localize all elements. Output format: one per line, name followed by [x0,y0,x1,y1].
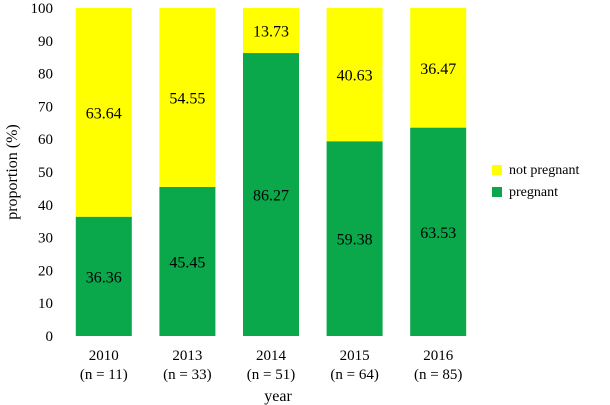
x-tick-label-sample-size: (n = 85) [414,367,462,383]
data-label-pregnant-2016: 63.53 [420,225,456,242]
y-tick-label: 0 [46,329,54,345]
data-label-not-pregnant-2016: 36.47 [420,61,456,78]
legend-label-pregnant: pregnant [509,185,558,200]
x-tick-label-sample-size: (n = 33) [163,367,211,383]
y-tick-label: 50 [38,165,53,181]
y-axis-label: proportion (%) [4,124,21,220]
plot-area: 36.36 63.64 45.45 54.55 86.27 13.73 59.38 40.63… [75,7,467,337]
legend: not pregnant pregnant [492,163,579,200]
bar-segment-pregnant-2016 [410,127,467,336]
x-axis-label: year [264,388,292,405]
x-tick-label-year: 2014 [256,348,287,364]
x-tick-label-year: 2010 [89,348,119,364]
data-label-not-pregnant-2013: 54.55 [169,90,205,107]
y-tick-label: 70 [38,99,53,115]
bar-segment-not-pregnant-2014 [243,8,299,54]
bar-segment-not-pregnant-2015 [326,7,383,142]
bar-segment-pregnant-2010 [75,216,132,336]
y-tick-label: 40 [38,198,53,214]
y-tick-label: 60 [38,132,53,148]
data-label-pregnant-2015: 59.38 [337,232,373,249]
legend-swatch-pregnant [492,187,502,197]
bar-segment-not-pregnant-2016 [410,8,467,128]
bar-segment-pregnant-2013 [159,186,216,336]
bar-segment-not-pregnant-2013 [159,8,216,187]
data-label-pregnant-2013: 45.45 [169,254,205,271]
data-label-not-pregnant-2010: 63.64 [86,105,122,122]
x-tick-label-sample-size: (n = 64) [330,367,378,383]
legend-label-not-pregnant: not pregnant [509,163,579,178]
y-tick-label: 30 [38,231,53,247]
x-tick-label-year: 2016 [423,348,454,364]
legend-swatch-not-pregnant [492,165,502,175]
x-axis: 2010 (n = 11) 2013 (n = 33) 2014 (n = 51) 2015… [80,348,463,383]
x-tick-label-sample-size: (n = 11) [80,367,128,383]
y-axis: 0 10 20 30 40 50 60 70 80 90 100 [31,1,54,345]
y-tick-label: 80 [38,67,53,83]
data-label-pregnant-2014: 86.27 [253,188,289,205]
y-tick-label: 90 [38,34,53,50]
bar-segment-pregnant-2015 [326,141,383,336]
x-tick-label-year: 2015 [340,348,370,364]
data-label-pregnant-2010: 36.36 [86,269,122,286]
x-tick-label-sample-size: (n = 51) [247,367,295,383]
x-tick-label-year: 2013 [172,348,202,364]
y-tick-label: 100 [31,1,54,17]
data-label-not-pregnant-2014: 13.73 [253,24,289,41]
y-tick-label: 20 [38,263,53,279]
bar-segment-not-pregnant-2010 [75,8,132,217]
data-label-not-pregnant-2015: 40.63 [337,68,373,85]
y-tick-label: 10 [38,296,53,312]
bar-segment-pregnant-2014 [243,53,299,337]
